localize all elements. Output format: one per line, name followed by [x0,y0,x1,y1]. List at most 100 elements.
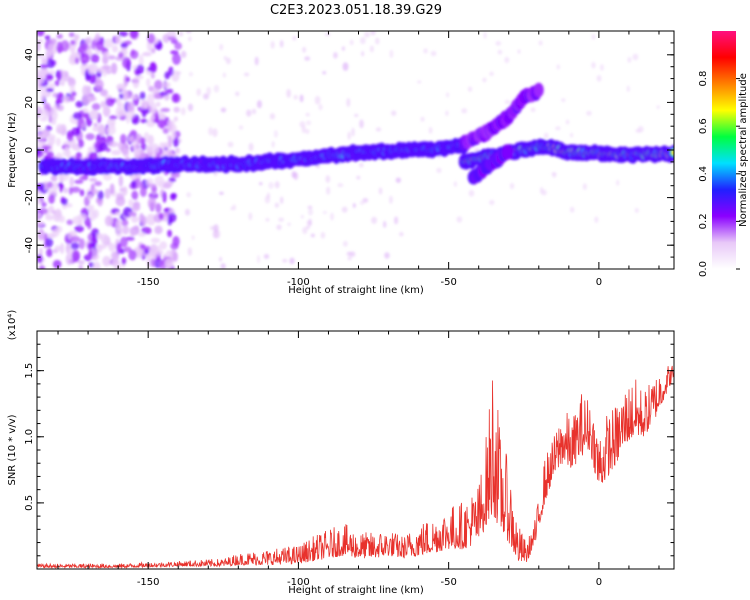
noise-blob [206,86,211,96]
noise-blob [140,118,148,124]
noise-blob [95,40,105,51]
ridge-blob [503,146,514,160]
noise-blob [276,224,282,230]
noise-blob [225,57,231,65]
noise-blob [43,146,49,153]
noise-blob [75,100,84,108]
noise-blob [56,33,63,39]
y-tick-label: 1.5 [24,363,35,379]
noise-blob [148,102,157,115]
noise-blob [150,73,155,79]
noise-blob [80,43,89,52]
noise-blob [359,162,364,168]
noise-blob [152,88,160,94]
noise-blob [130,180,137,189]
noise-blob [77,260,85,265]
noise-blob [151,47,156,54]
noise-blob [74,225,84,233]
noise-blob [153,246,158,255]
noise-blob [489,199,495,206]
noise-blob [185,31,192,34]
noise-blob [97,198,103,207]
noise-blob [543,132,549,139]
noise-blob [184,208,190,216]
ridge-blob [671,150,674,155]
noise-blob [530,107,536,113]
noise-blob [41,201,47,208]
noise-blob [170,193,177,201]
noise-blob [399,232,404,237]
noise-blob [322,71,327,75]
noise-blob [122,186,128,196]
noise-blob [196,88,202,97]
snr-axes: -150 -100 -50 0 0.5 1.0 1.5 [24,330,674,588]
noise-blob [112,258,120,269]
noise-blob [108,243,116,252]
noise-blob [347,131,351,140]
noise-blob [289,257,295,265]
noise-blob [129,229,136,237]
colorbar-tick-label: 0.4 [698,166,709,182]
noise-blob [87,146,97,151]
noise-blob [187,103,194,112]
noise-blob [51,209,56,215]
noise-blob [342,62,349,71]
x-tick-label: 0 [596,277,602,288]
noise-blob [416,80,422,84]
noise-blob [146,93,155,105]
noise-blob [122,148,130,158]
noise-blob [93,209,99,219]
noise-blob [119,236,128,248]
noise-blob [278,217,284,222]
noise-blob [102,255,111,267]
noise-blob [351,127,355,137]
noise-blob [172,53,181,65]
noise-blob [128,135,134,142]
noise-blob [627,56,632,63]
noise-blob [146,213,156,226]
noise-blob [87,193,94,200]
noise-blob [78,139,84,148]
noise-blob [46,248,53,258]
noise-blob [116,219,123,232]
noise-blob [86,85,92,95]
noise-blob [219,43,224,51]
noise-blob [102,54,109,65]
noise-blob [55,137,61,147]
noise-blob [105,69,112,75]
noise-blob [354,113,359,117]
noise-blob [115,35,122,45]
noise-blob [322,211,328,215]
noise-blob [467,86,473,92]
noise-blob [126,101,135,112]
spectrogram-panel: -150 -100 -50 0 -40 -20 0 20 40 Height of straig… [7,30,675,296]
snr-ylabel: SNR (10 * v/v) [7,414,18,485]
noise-blob [124,40,132,45]
noise-blob [150,237,161,244]
noise-blob [89,204,95,213]
noise-blob [274,202,279,208]
noise-blob [238,125,244,130]
noise-blob [61,198,68,206]
y-tick-label: 20 [24,96,35,109]
colorbar: 0.0 0.2 0.4 0.6 0.8 Normalized spectral ampl… [698,31,749,277]
noise-blob [81,94,92,106]
noise-blob [68,54,78,66]
noise-blob [154,175,164,186]
noise-blob [186,192,191,198]
noise-blob [156,101,161,107]
noise-blob [115,211,121,217]
noise-blob [258,182,263,186]
noise-blob [173,137,179,148]
noise-blob [115,195,126,207]
noise-blob [541,189,547,196]
noise-blob [37,183,45,191]
noise-blob [626,85,630,93]
noise-blob [497,49,503,55]
noise-blob [37,132,45,140]
noise-blob [171,93,181,104]
noise-blob [54,80,60,87]
noise-blob [123,246,132,253]
noise-blob [132,116,138,124]
